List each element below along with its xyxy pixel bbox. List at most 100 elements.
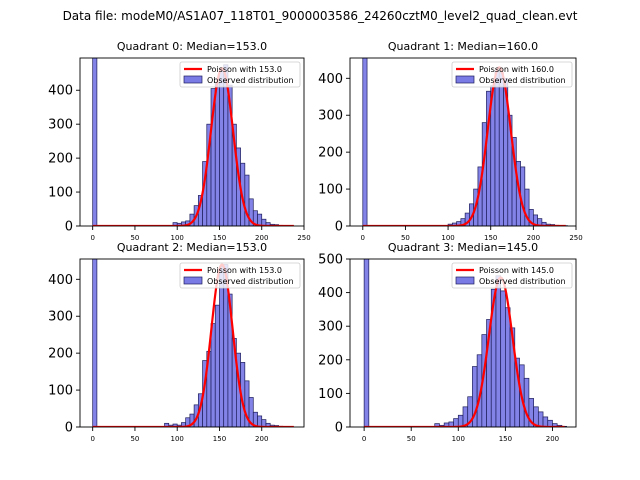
quadrant-1-ytick-label: 0 [335,220,343,235]
quadrant-1-xtick-label: 50 [401,234,410,242]
quadrant-0-ytick-label: 200 [48,152,73,167]
quadrant-0-xtick-label: 0 [90,234,94,242]
quadrant-1-ytick-label: 300 [318,109,343,124]
quadrant-1-legend-hist-label: Observed distribution [479,76,566,85]
quadrant-0-legend-hist-label: Observed distribution [207,76,294,85]
quadrant-3-title: Quadrant 3: Median=145.0 [388,241,538,254]
quadrant-3-ytick-label: 100 [318,387,343,402]
quadrant-1-legend-bar-swatch [455,75,475,84]
quadrant-2-title: Quadrant 2: Median=153.0 [117,241,267,254]
quadrant-2-xtick-label: 100 [171,435,184,443]
quadrant-2-legend-box [179,262,301,289]
quadrant-3-xtick-label: 100 [452,435,465,443]
quadrant-2-bar [219,266,225,427]
quadrant-0-ytick-label: 100 [48,186,73,201]
quadrant-2-ytick-label: 300 [48,310,73,325]
quadrant-3-xtick-label: 50 [407,435,416,443]
quadrant-3-ytick-label: 500 [318,253,343,268]
quadrant-3-legend-box [451,262,573,289]
quadrant-2-panel: Quadrant 2: Median=153.0 0 100 200 300 400 0 50… [48,241,305,443]
quadrant-1-xtick-label: 0 [361,234,365,242]
quadrant-1-fit-line [362,65,566,226]
quadrant-2-xtick-label: 0 [90,435,94,443]
quadrant-1-legend-fit-label: Poisson with 160.0 [479,65,554,74]
quadrant-1-ytick-label: 400 [318,72,343,87]
quadrant-2-legend-bar-swatch [183,276,203,285]
quadrant-3-legend-bar-swatch [455,276,475,285]
quadrant-1-ytick-label: 200 [318,146,343,161]
quadrant-0-title: Quadrant 0: Median=153.0 [117,40,267,53]
quadrant-2-frame [79,258,305,428]
quadrant-1-bar [498,72,504,226]
quadrant-2-xtick-label: 200 [255,435,268,443]
quadrant-3-ytick-label: 400 [318,286,343,301]
quadrant-1-ytick-label: 100 [318,183,343,198]
quadrant-1-legend: Poisson with 160.0 Observed distribution [451,61,573,88]
quadrant-2-ytick-label: 400 [48,273,73,288]
quadrant-3-bar [500,290,506,427]
quadrant-1-legend-box [451,61,573,88]
quadrant-3-bar [523,377,530,427]
quadrant-0-ytick-label: 300 [48,118,73,133]
quadrant-0-bar [219,69,225,226]
quadrant-1-bar [362,58,368,226]
quadrant-0-ytick-label: 400 [48,84,73,99]
quadrant-2-xtick-label: 50 [130,435,139,443]
quadrant-1-xtick-label: 200 [527,234,540,242]
quadrant-1-title: Quadrant 1: Median=160.0 [388,40,538,53]
quadrant-3-panel: Quadrant 3: Median=145.00100200300400500… [318,241,577,443]
quadrant-0-ytick-label: 0 [65,220,73,235]
quadrant-2-legend-hist-label: Observed distribution [207,277,294,286]
quadrant-1-bar [494,70,500,226]
quadrant-3-bars [363,259,567,427]
quadrant-3-ytick-label: 200 [318,353,343,368]
quadrant-1-bars [362,58,568,226]
quadrant-0-legend-fit-label: Poisson with 153.0 [207,65,282,74]
quadrant-2-bar [214,304,220,427]
quadrant-3-bar [505,307,511,427]
quadrant-1-xtick-label: 150 [484,234,497,242]
quadrant-3-legend: Poisson with 145.0 Observed distribution [451,262,573,289]
quadrant-3-xtick-label: 0 [362,435,366,443]
quadrant-3-xtick-label: 150 [499,435,512,443]
quadrant-2-ytick-label: 100 [48,384,73,399]
quadrant-3-bar [542,416,549,427]
quadrant-3-bar [495,275,502,427]
quadrant-2-ytick-label: 200 [48,347,73,362]
quadrant-0-xtick-label: 50 [130,234,139,242]
quadrant-2-ytick-label: 0 [65,421,73,436]
quadrant-3-bar [363,259,370,427]
quadrant-0-xtick-label: 250 [297,234,310,242]
quadrant-2-bar [92,259,98,427]
quadrant-3-legend-fit-label: Poisson with 145.0 [479,266,554,275]
quadrant-3-ytick-label: 0 [335,421,343,436]
quadrant-1-frame [349,57,577,227]
quadrant-2-legend-fit-label: Poisson with 153.0 [207,266,282,275]
quadrant-3-legend-hist-label: Observed distribution [479,277,566,286]
quadrant-0-legend-bar-swatch [183,75,203,84]
quadrant-2-bar [210,323,216,427]
quadrant-0-fit-line [92,66,294,226]
quadrant-2-fit-line [92,263,294,427]
quadrant-2-xtick-label: 150 [213,435,226,443]
figure-suptitle: Data file: modeM0/AS1A07_118T01_90000035… [63,9,578,23]
quadrant-1-panel: Quadrant 1: Median=160.0 0 100 200 300 400 0 50… [318,40,583,242]
quadrant-0-xtick-label: 150 [213,234,226,242]
quadrant-0-xtick-label: 100 [171,234,184,242]
quadrant-1-xtick-label: 250 [569,234,582,242]
quadrant-0-frame [79,57,305,227]
quadrant-2-legend: Poisson with 153.0 Observed distribution [179,262,301,289]
quadrant-3-frame [349,258,577,428]
quadrant-3-xtick-label: 200 [546,435,559,443]
quadrant-0-xtick-label: 200 [255,234,268,242]
quadrant-3-fit-line [364,276,565,427]
quadrant-0-bar [214,83,220,226]
quadrant-3-ytick-label: 300 [318,320,343,335]
quadrant-0-legend-box [179,61,301,88]
quadrant-0-panel: Quadrant 0: Median=153.0 0 100 200 300 400 0 50… [48,40,311,242]
quadrant-0-legend: Poisson with 153.0 Observed distribution [179,61,301,88]
quadrant-1-xtick-label: 100 [441,234,454,242]
quadrant-2-bar [257,415,263,427]
quadrant-3-bar [537,411,544,427]
